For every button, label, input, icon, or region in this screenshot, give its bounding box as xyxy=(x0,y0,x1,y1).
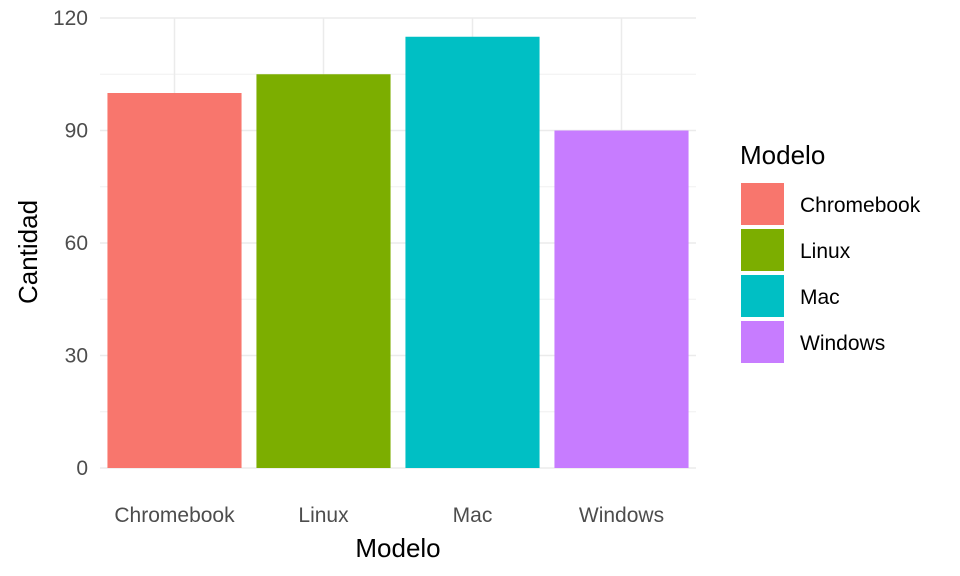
x-axis-title: Modelo xyxy=(355,533,440,563)
bar-linux xyxy=(256,74,391,468)
x-tick-label: Mac xyxy=(453,504,493,527)
y-tick-label: 120 xyxy=(53,7,88,30)
y-tick-label: 30 xyxy=(65,345,88,368)
bar-mac xyxy=(405,36,540,468)
legend-key-windows xyxy=(741,321,784,363)
bar-chromebook xyxy=(107,93,242,468)
legend-title: Modelo xyxy=(740,140,825,170)
legend-key-mac xyxy=(741,275,784,317)
x-tick-label: Chromebook xyxy=(114,504,235,527)
y-axis-title: Cantidad xyxy=(13,200,43,304)
legend-entries: Chromebook Linux Mac Windows xyxy=(741,183,921,363)
x-tick-label: Windows xyxy=(579,504,664,527)
legend-key-linux xyxy=(741,229,784,271)
legend-label: Chromebook xyxy=(800,194,921,217)
y-tick-label: 60 xyxy=(65,232,88,255)
legend-label: Mac xyxy=(800,286,840,309)
legend-label: Windows xyxy=(800,332,885,355)
legend: Modelo Chromebook Linux Mac Windows xyxy=(740,140,921,363)
x-tick-label: Linux xyxy=(298,504,349,527)
legend-label: Linux xyxy=(800,240,851,263)
x-axis-ticks: Chromebook Linux Mac Windows xyxy=(114,504,664,527)
bars xyxy=(107,36,689,468)
legend-key-chromebook xyxy=(741,183,784,225)
y-tick-label: 0 xyxy=(76,457,88,480)
y-axis-ticks: 0 30 60 90 120 xyxy=(53,7,88,480)
y-tick-label: 90 xyxy=(65,120,88,143)
bar-windows xyxy=(554,130,689,468)
